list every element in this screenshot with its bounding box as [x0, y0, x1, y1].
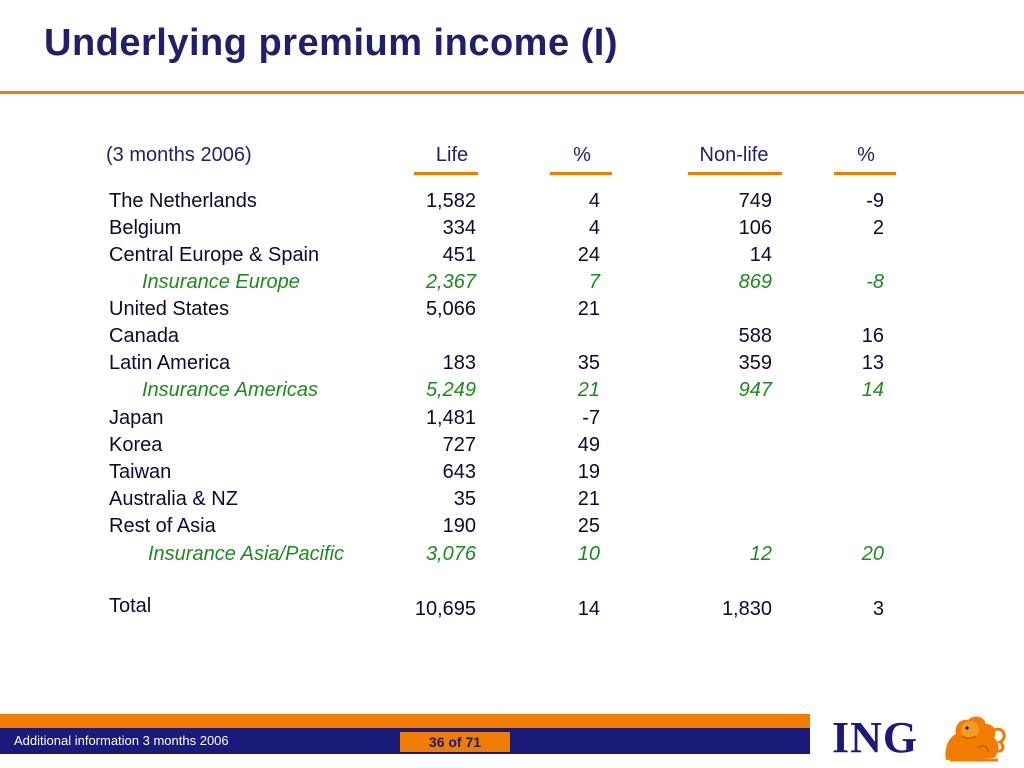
- table-row: Rest of Asia 190 25: [0, 515, 1024, 539]
- page-title: Underlying premium income (I): [44, 22, 619, 64]
- table-row: Canada 588 16: [0, 325, 1024, 349]
- cell-life: 3,076: [425, 543, 476, 565]
- cell-nonlife: 869: [738, 271, 772, 293]
- row-label: Belgium: [109, 217, 182, 239]
- table-row: Taiwan 643 19: [0, 461, 1024, 485]
- lion-icon: [945, 716, 1006, 762]
- cell-life-pct: 14: [577, 598, 600, 620]
- title-divider: [0, 91, 1024, 94]
- col-header-life: Life: [435, 144, 469, 166]
- cell-life: 1,582: [425, 190, 476, 212]
- col-header-life-pct: %: [573, 144, 591, 166]
- cell-nonlife-pct: 16: [861, 325, 884, 347]
- cell-nonlife-pct: -9: [866, 190, 884, 212]
- row-label: Korea: [109, 434, 163, 456]
- cell-life: 2,367: [425, 271, 476, 293]
- cell-life: 643: [442, 461, 476, 483]
- cell-life: 334: [442, 217, 476, 239]
- row-label: Insurance Asia/Pacific: [148, 543, 345, 565]
- table-row: Korea 727 49: [0, 434, 1024, 458]
- row-label: Canada: [109, 325, 180, 347]
- table-row: Belgium 334 4 106 2: [0, 217, 1024, 241]
- cell-life-pct: 21: [577, 488, 600, 510]
- cell-nonlife: 359: [738, 352, 772, 374]
- col-underline-life: [414, 172, 478, 175]
- cell-life-pct: 7: [588, 271, 600, 293]
- cell-nonlife-pct: 2: [872, 217, 884, 239]
- row-label: Total: [109, 595, 152, 617]
- table-row: Central Europe & Spain 451 24 14: [0, 244, 1024, 268]
- cell-life: 183: [442, 352, 476, 374]
- col-underline-nonlife: [688, 172, 782, 175]
- row-label: Latin America: [109, 352, 231, 374]
- row-label: Central Europe & Spain: [109, 244, 320, 266]
- cell-nonlife-pct: 20: [861, 543, 884, 565]
- subtotal-row: Insurance Americas 5,249 21 947 14: [0, 379, 1024, 403]
- cell-nonlife: 1,830: [721, 598, 772, 620]
- cell-life-pct: 10: [577, 543, 600, 565]
- cell-life: 5,066: [425, 298, 476, 320]
- cell-nonlife-pct: 3: [872, 598, 884, 620]
- table-row: Australia & NZ 35 21: [0, 488, 1024, 512]
- cell-life-pct: -7: [582, 407, 600, 429]
- row-label: United States: [109, 298, 230, 320]
- col-header-nonlife: Non-life: [699, 144, 769, 166]
- cell-life-pct: 35: [577, 352, 600, 374]
- table-row: Latin America 183 35 359 13: [0, 352, 1024, 376]
- cell-life: 10,695: [414, 598, 476, 620]
- footer-caption: Additional information 3 months 2006: [14, 733, 229, 748]
- cell-nonlife: 12: [749, 543, 772, 565]
- cell-nonlife-pct: 13: [861, 352, 884, 374]
- cell-life: 1,481: [425, 407, 476, 429]
- cell-life: 727: [442, 434, 476, 456]
- cell-life-pct: 19: [577, 461, 600, 483]
- cell-life: 5,249: [425, 379, 476, 401]
- cell-life-pct: 21: [577, 298, 600, 320]
- subtotal-row: Insurance Europe 2,367 7 869 -8: [0, 271, 1024, 295]
- table-row: United States 5,066 21: [0, 298, 1024, 322]
- footer-accent-bar: [0, 714, 810, 728]
- row-label: Insurance Americas: [142, 379, 318, 401]
- row-label: The Netherlands: [109, 190, 257, 212]
- ing-logo: ING: [832, 708, 1012, 764]
- cell-life-pct: 24: [577, 244, 600, 266]
- cell-nonlife-pct: 14: [861, 379, 884, 401]
- total-row: Total 10,695 14 1,830 3: [0, 595, 1024, 622]
- cell-life-pct: 49: [577, 434, 600, 456]
- table-row: Japan 1,481 -7: [0, 407, 1024, 431]
- col-underline-life-pct: [550, 172, 612, 175]
- cell-life-pct: 4: [588, 217, 600, 239]
- cell-life: 35: [453, 488, 476, 510]
- cell-life-pct: 25: [577, 515, 600, 537]
- row-label: Japan: [109, 407, 164, 429]
- cell-nonlife: 749: [738, 190, 772, 212]
- cell-nonlife-pct: -8: [866, 271, 884, 293]
- cell-nonlife: 947: [738, 379, 772, 401]
- row-label: Taiwan: [109, 461, 172, 483]
- cell-nonlife: 14: [749, 244, 772, 266]
- row-label: Australia & NZ: [109, 488, 238, 510]
- cell-life: 451: [442, 244, 476, 266]
- cell-nonlife: 588: [738, 325, 772, 347]
- cell-life-pct: 21: [577, 379, 600, 401]
- table-row: The Netherlands 1,582 4 749 -9: [0, 190, 1024, 214]
- page-number: 36 of 71: [400, 732, 510, 752]
- col-underline-nonlife-pct: [834, 172, 896, 175]
- ing-logo-text: ING: [832, 713, 919, 762]
- period-label: (3 months 2006): [106, 144, 252, 166]
- cell-life: 190: [442, 515, 476, 537]
- row-label: Rest of Asia: [109, 515, 216, 537]
- cell-nonlife: 106: [738, 217, 772, 239]
- subtotal-row: Insurance Asia/Pacific 3,076 10 12 20: [0, 543, 1024, 567]
- col-header-nonlife-pct: %: [857, 144, 875, 166]
- row-label: Insurance Europe: [142, 271, 300, 293]
- cell-life-pct: 4: [588, 190, 600, 212]
